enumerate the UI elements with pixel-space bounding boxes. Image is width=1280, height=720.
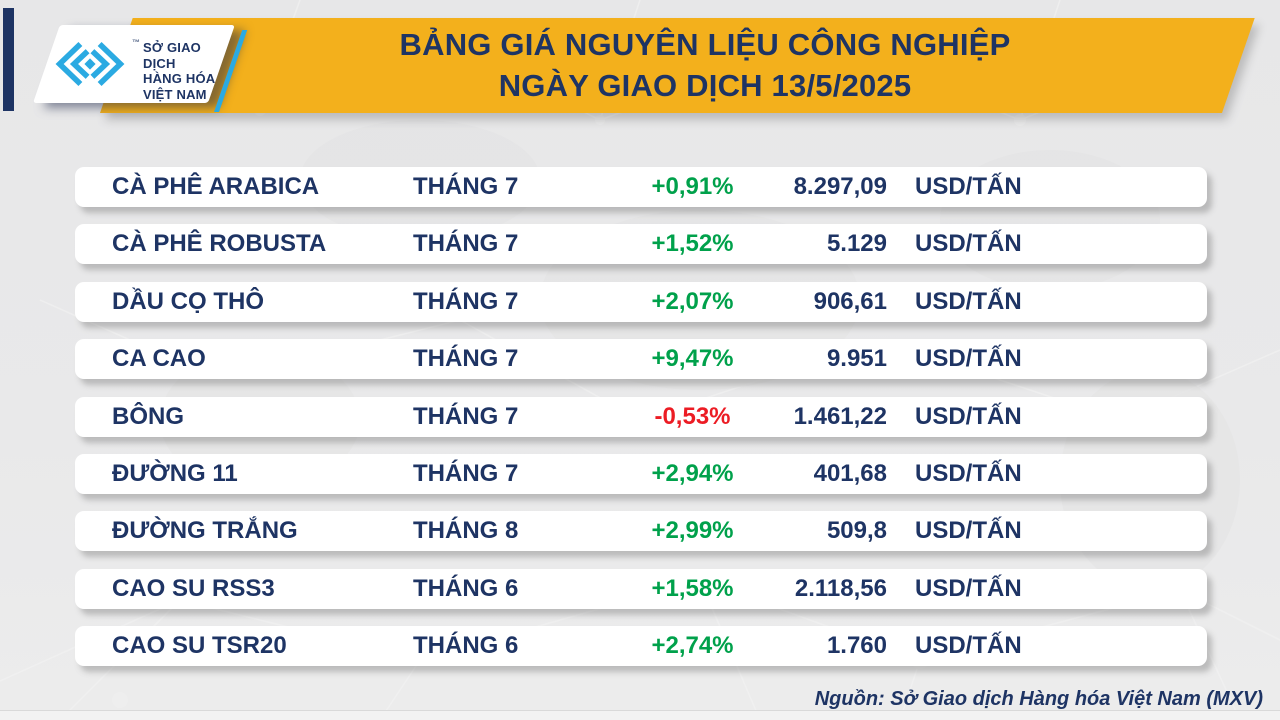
percent-change: -0,53%	[654, 402, 731, 430]
price-value: 2.118,56	[794, 574, 887, 602]
source-note: Nguồn: Sở Giao dịch Hàng hóa Việt Nam (M…	[814, 688, 1263, 710]
price-value: 401,68	[813, 459, 887, 487]
page-title-line2: NGÀY GIAO DỊCH 13/5/2025	[498, 68, 912, 103]
percent-change: +2,99%	[651, 517, 734, 545]
page-title: BẢNG GIÁ NGUYÊN LIỆU CÔNG NGHIỆP NGÀY GI…	[255, 24, 1155, 106]
mxv-chevron-icon	[55, 41, 125, 87]
table-row: CA CAO THÁNG 7 +9,47% 9.951 USD/TẤN	[75, 339, 1207, 380]
percent-change: +2,07%	[651, 287, 734, 315]
contract-month: THÁNG 7	[413, 287, 519, 315]
commodity-name: CA CAO	[112, 345, 206, 373]
table-row: BÔNG THÁNG 7 -0,53% 1.461,22 USD/TẤN	[75, 396, 1207, 437]
contract-month: THÁNG 7	[413, 230, 519, 258]
contract-month: THÁNG 8	[413, 517, 519, 545]
logo-wordmark: SỞ GIAO DỊCH HÀNG HÓA VIỆT NAM	[143, 40, 216, 102]
commodity-name: ĐƯỜNG TRẮNG	[112, 517, 298, 545]
mxv-logo: ™ SỞ GIAO DỊCH HÀNG HÓA VIỆT NAM	[33, 25, 233, 103]
table-row: ĐƯỜNG TRẮNG THÁNG 8 +2,99% 509,8 USD/TẤN	[75, 511, 1207, 552]
contract-month: THÁNG 7	[413, 459, 519, 487]
price-unit: USD/TẤN	[915, 230, 1022, 258]
contract-month: THÁNG 7	[413, 173, 519, 200]
table-row: CAO SU TSR20 THÁNG 6 +2,74% 1.760 USD/TẤ…	[75, 626, 1207, 667]
commodity-name: CAO SU TSR20	[112, 632, 287, 660]
price-unit: USD/TẤN	[915, 459, 1022, 487]
price-value: 1.760	[826, 632, 887, 660]
commodity-name: CÀ PHÊ ARABICA	[112, 173, 320, 200]
contract-month: THÁNG 6	[413, 574, 519, 602]
price-unit: USD/TẤN	[915, 574, 1022, 602]
contract-month: THÁNG 7	[413, 345, 519, 373]
price-value: 1.461,22	[793, 402, 887, 430]
table-row: CAO SU RSS3 THÁNG 6 +1,58% 2.118,56 USD/…	[75, 568, 1207, 609]
trademark-symbol: ™	[132, 38, 140, 47]
price-value: 5.129	[826, 230, 887, 258]
commodity-name: DẦU CỌ THÔ	[112, 287, 264, 315]
percent-change: +1,52%	[651, 230, 734, 258]
price-value: 509,8	[826, 517, 887, 545]
commodity-name: CÀ PHÊ ROBUSTA	[112, 230, 327, 258]
price-unit: USD/TẤN	[915, 517, 1022, 545]
percent-change: +1,58%	[651, 574, 734, 602]
contract-month: THÁNG 7	[413, 402, 519, 430]
price-value: 8.297,09	[793, 173, 887, 200]
page-title-line1: BẢNG GIÁ NGUYÊN LIỆU CÔNG NGHIỆP	[399, 27, 1011, 62]
price-table: CÀ PHÊ ARABICA THÁNG 7 +0,91% 8.297,09 U…	[75, 167, 1207, 667]
table-row: CÀ PHÊ ROBUSTA THÁNG 7 +1,52% 5.129 USD/…	[75, 224, 1207, 265]
price-unit: USD/TẤN	[915, 287, 1022, 315]
left-accent-bar	[3, 8, 14, 111]
percent-change: +0,91%	[651, 173, 734, 200]
contract-month: THÁNG 6	[413, 632, 519, 660]
price-unit: USD/TẤN	[915, 402, 1022, 430]
price-unit: USD/TẤN	[915, 345, 1022, 373]
price-value: 9.951	[826, 345, 887, 373]
price-unit: USD/TẤN	[915, 632, 1022, 660]
bottom-edge-strip	[0, 710, 1280, 720]
commodity-name: CAO SU RSS3	[112, 574, 275, 602]
percent-change: +2,94%	[651, 459, 734, 487]
percent-change: +9,47%	[651, 345, 734, 373]
commodity-name: BÔNG	[112, 402, 184, 430]
table-row: CÀ PHÊ ARABICA THÁNG 7 +0,91% 8.297,09 U…	[75, 167, 1207, 207]
price-unit: USD/TẤN	[915, 173, 1022, 200]
price-value: 906,61	[813, 287, 887, 315]
table-row: DẦU CỌ THÔ THÁNG 7 +2,07% 906,61 USD/TẤN	[75, 281, 1207, 322]
commodity-name: ĐƯỜNG 11	[112, 459, 238, 487]
percent-change: +2,74%	[651, 632, 734, 660]
table-row: ĐƯỜNG 11 THÁNG 7 +2,94% 401,68 USD/TẤN	[75, 453, 1207, 494]
